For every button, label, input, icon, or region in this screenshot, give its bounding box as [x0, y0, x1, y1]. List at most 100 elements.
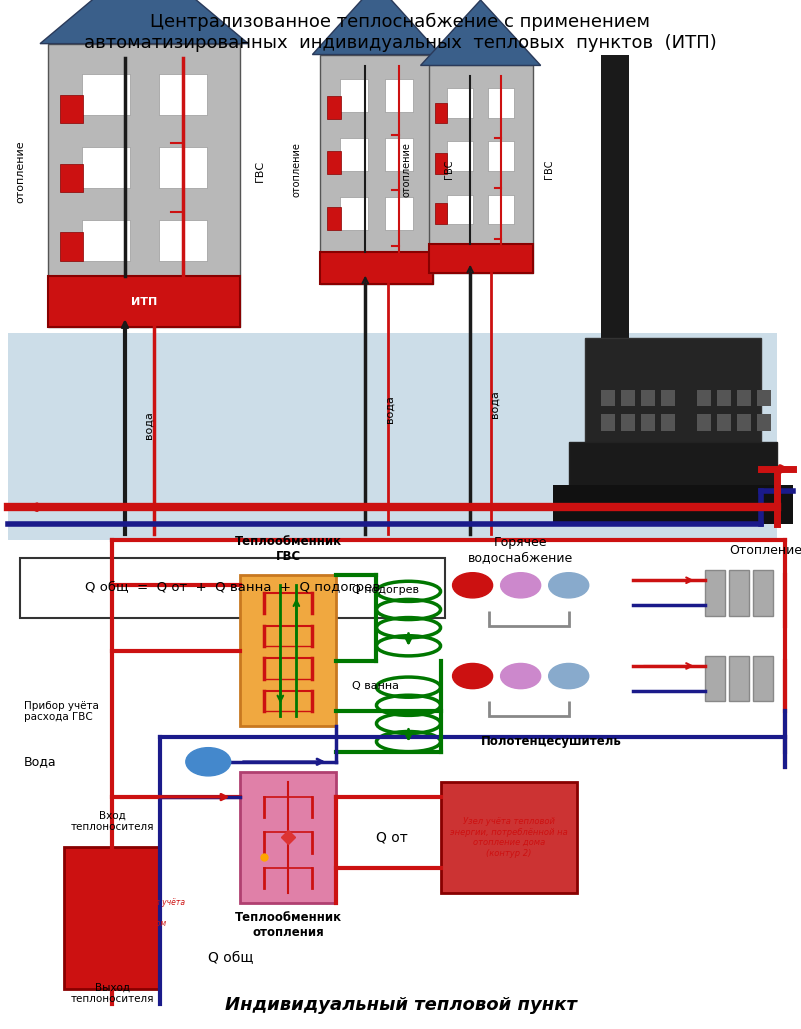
- FancyBboxPatch shape: [429, 244, 533, 273]
- FancyBboxPatch shape: [601, 55, 629, 354]
- FancyBboxPatch shape: [661, 415, 675, 431]
- Text: Горячее
водоснабжение: Горячее водоснабжение: [468, 536, 574, 564]
- FancyBboxPatch shape: [569, 441, 777, 491]
- Text: Вход
теплоносителя: Вход теплоносителя: [70, 811, 154, 832]
- FancyBboxPatch shape: [717, 390, 731, 406]
- Text: отопление: отопление: [401, 142, 411, 197]
- Text: ИТП: ИТП: [131, 296, 157, 307]
- Text: ГВС: ГВС: [444, 159, 453, 179]
- Text: Отопление: Отопление: [729, 543, 801, 557]
- Text: Q подогрев: Q подогрев: [352, 586, 420, 596]
- FancyBboxPatch shape: [59, 164, 83, 191]
- FancyBboxPatch shape: [753, 655, 773, 702]
- Circle shape: [453, 573, 493, 598]
- Polygon shape: [40, 0, 248, 43]
- Text: вода: вода: [144, 412, 154, 439]
- FancyBboxPatch shape: [159, 74, 207, 115]
- Text: Коммерческий узел учёта
тепловой энергии,
потреблённой домом
(контур 1): Коммерческий узел учёта тепловой энергии…: [80, 898, 185, 938]
- Circle shape: [453, 664, 493, 688]
- FancyBboxPatch shape: [489, 194, 514, 224]
- FancyBboxPatch shape: [435, 204, 447, 224]
- FancyBboxPatch shape: [429, 66, 533, 273]
- Text: Теплообменник
ГВС: Теплообменник ГВС: [235, 535, 342, 563]
- FancyBboxPatch shape: [48, 276, 240, 327]
- Text: вода: вода: [384, 395, 394, 423]
- FancyBboxPatch shape: [729, 570, 749, 615]
- FancyBboxPatch shape: [441, 782, 577, 893]
- FancyBboxPatch shape: [20, 558, 445, 618]
- Circle shape: [186, 748, 231, 776]
- Text: Q от: Q от: [376, 830, 409, 845]
- Text: Прибор учёта
расхода ГВС: Прибор учёта расхода ГВС: [24, 701, 99, 722]
- Text: Полотенцесушитель: Полотенцесушитель: [481, 735, 622, 748]
- FancyBboxPatch shape: [340, 198, 368, 229]
- FancyBboxPatch shape: [240, 772, 336, 903]
- FancyBboxPatch shape: [240, 575, 336, 726]
- Circle shape: [501, 573, 541, 598]
- FancyBboxPatch shape: [59, 95, 83, 123]
- FancyBboxPatch shape: [717, 415, 731, 431]
- Text: ГВС: ГВС: [256, 161, 265, 182]
- FancyBboxPatch shape: [435, 103, 447, 123]
- FancyBboxPatch shape: [82, 220, 130, 260]
- FancyBboxPatch shape: [320, 251, 433, 284]
- Text: Теплообменник
отопления: Теплообменник отопления: [235, 911, 342, 938]
- FancyBboxPatch shape: [621, 390, 635, 406]
- FancyBboxPatch shape: [48, 43, 240, 327]
- FancyBboxPatch shape: [601, 390, 615, 406]
- FancyBboxPatch shape: [320, 55, 433, 284]
- FancyBboxPatch shape: [753, 570, 773, 615]
- FancyBboxPatch shape: [705, 655, 725, 702]
- FancyBboxPatch shape: [384, 79, 413, 112]
- FancyBboxPatch shape: [447, 141, 473, 171]
- FancyBboxPatch shape: [621, 415, 635, 431]
- Circle shape: [549, 573, 589, 598]
- FancyBboxPatch shape: [757, 390, 771, 406]
- FancyBboxPatch shape: [59, 233, 83, 260]
- FancyBboxPatch shape: [737, 415, 751, 431]
- FancyBboxPatch shape: [737, 390, 751, 406]
- FancyBboxPatch shape: [757, 415, 771, 431]
- Text: отопление: отопление: [292, 142, 301, 197]
- Text: Q общ: Q общ: [208, 952, 254, 965]
- FancyBboxPatch shape: [489, 87, 514, 117]
- Text: Индивидуальный тепловой пункт: Индивидуальный тепловой пункт: [224, 996, 577, 1014]
- Text: отопление: отопление: [15, 140, 25, 203]
- FancyBboxPatch shape: [705, 570, 725, 615]
- FancyBboxPatch shape: [384, 198, 413, 229]
- FancyBboxPatch shape: [585, 339, 761, 448]
- Polygon shape: [312, 0, 441, 55]
- FancyBboxPatch shape: [340, 138, 368, 171]
- FancyBboxPatch shape: [159, 220, 207, 260]
- FancyBboxPatch shape: [641, 390, 655, 406]
- FancyBboxPatch shape: [601, 415, 615, 431]
- FancyBboxPatch shape: [327, 151, 340, 174]
- FancyBboxPatch shape: [697, 415, 711, 431]
- Circle shape: [549, 664, 589, 688]
- Text: Вода: Вода: [24, 755, 57, 769]
- Text: Q ванна: Q ванна: [352, 681, 400, 691]
- FancyBboxPatch shape: [553, 486, 793, 524]
- Text: Q общ  =  Q от  +  Q ванна  +  Q подогрев: Q общ = Q от + Q ванна + Q подогрев: [85, 581, 380, 595]
- Text: Выход
теплоносителя: Выход теплоносителя: [70, 983, 154, 1004]
- FancyBboxPatch shape: [340, 79, 368, 112]
- FancyBboxPatch shape: [64, 848, 160, 989]
- FancyBboxPatch shape: [447, 194, 473, 224]
- Text: автоматизированных  индивидуальных  тепловых  пунктов  (ИТП): автоматизированных индивидуальных теплов…: [84, 34, 717, 51]
- Polygon shape: [421, 0, 541, 66]
- FancyBboxPatch shape: [435, 153, 447, 174]
- FancyBboxPatch shape: [159, 147, 207, 188]
- FancyBboxPatch shape: [729, 655, 749, 702]
- FancyBboxPatch shape: [447, 87, 473, 117]
- FancyBboxPatch shape: [661, 390, 675, 406]
- FancyBboxPatch shape: [82, 74, 130, 115]
- Text: Узел учёта тепловой
энергии, потреблённой на
отопление дома
(контур 2): Узел учёта тепловой энергии, потреблённо…: [449, 817, 568, 857]
- FancyBboxPatch shape: [82, 147, 130, 188]
- FancyBboxPatch shape: [697, 390, 711, 406]
- FancyBboxPatch shape: [641, 415, 655, 431]
- Text: Централизованное теплоснабжение с применением: Централизованное теплоснабжение с примен…: [151, 12, 650, 31]
- FancyBboxPatch shape: [384, 138, 413, 171]
- Text: ГВС: ГВС: [544, 159, 553, 179]
- FancyBboxPatch shape: [327, 96, 340, 118]
- Circle shape: [501, 664, 541, 688]
